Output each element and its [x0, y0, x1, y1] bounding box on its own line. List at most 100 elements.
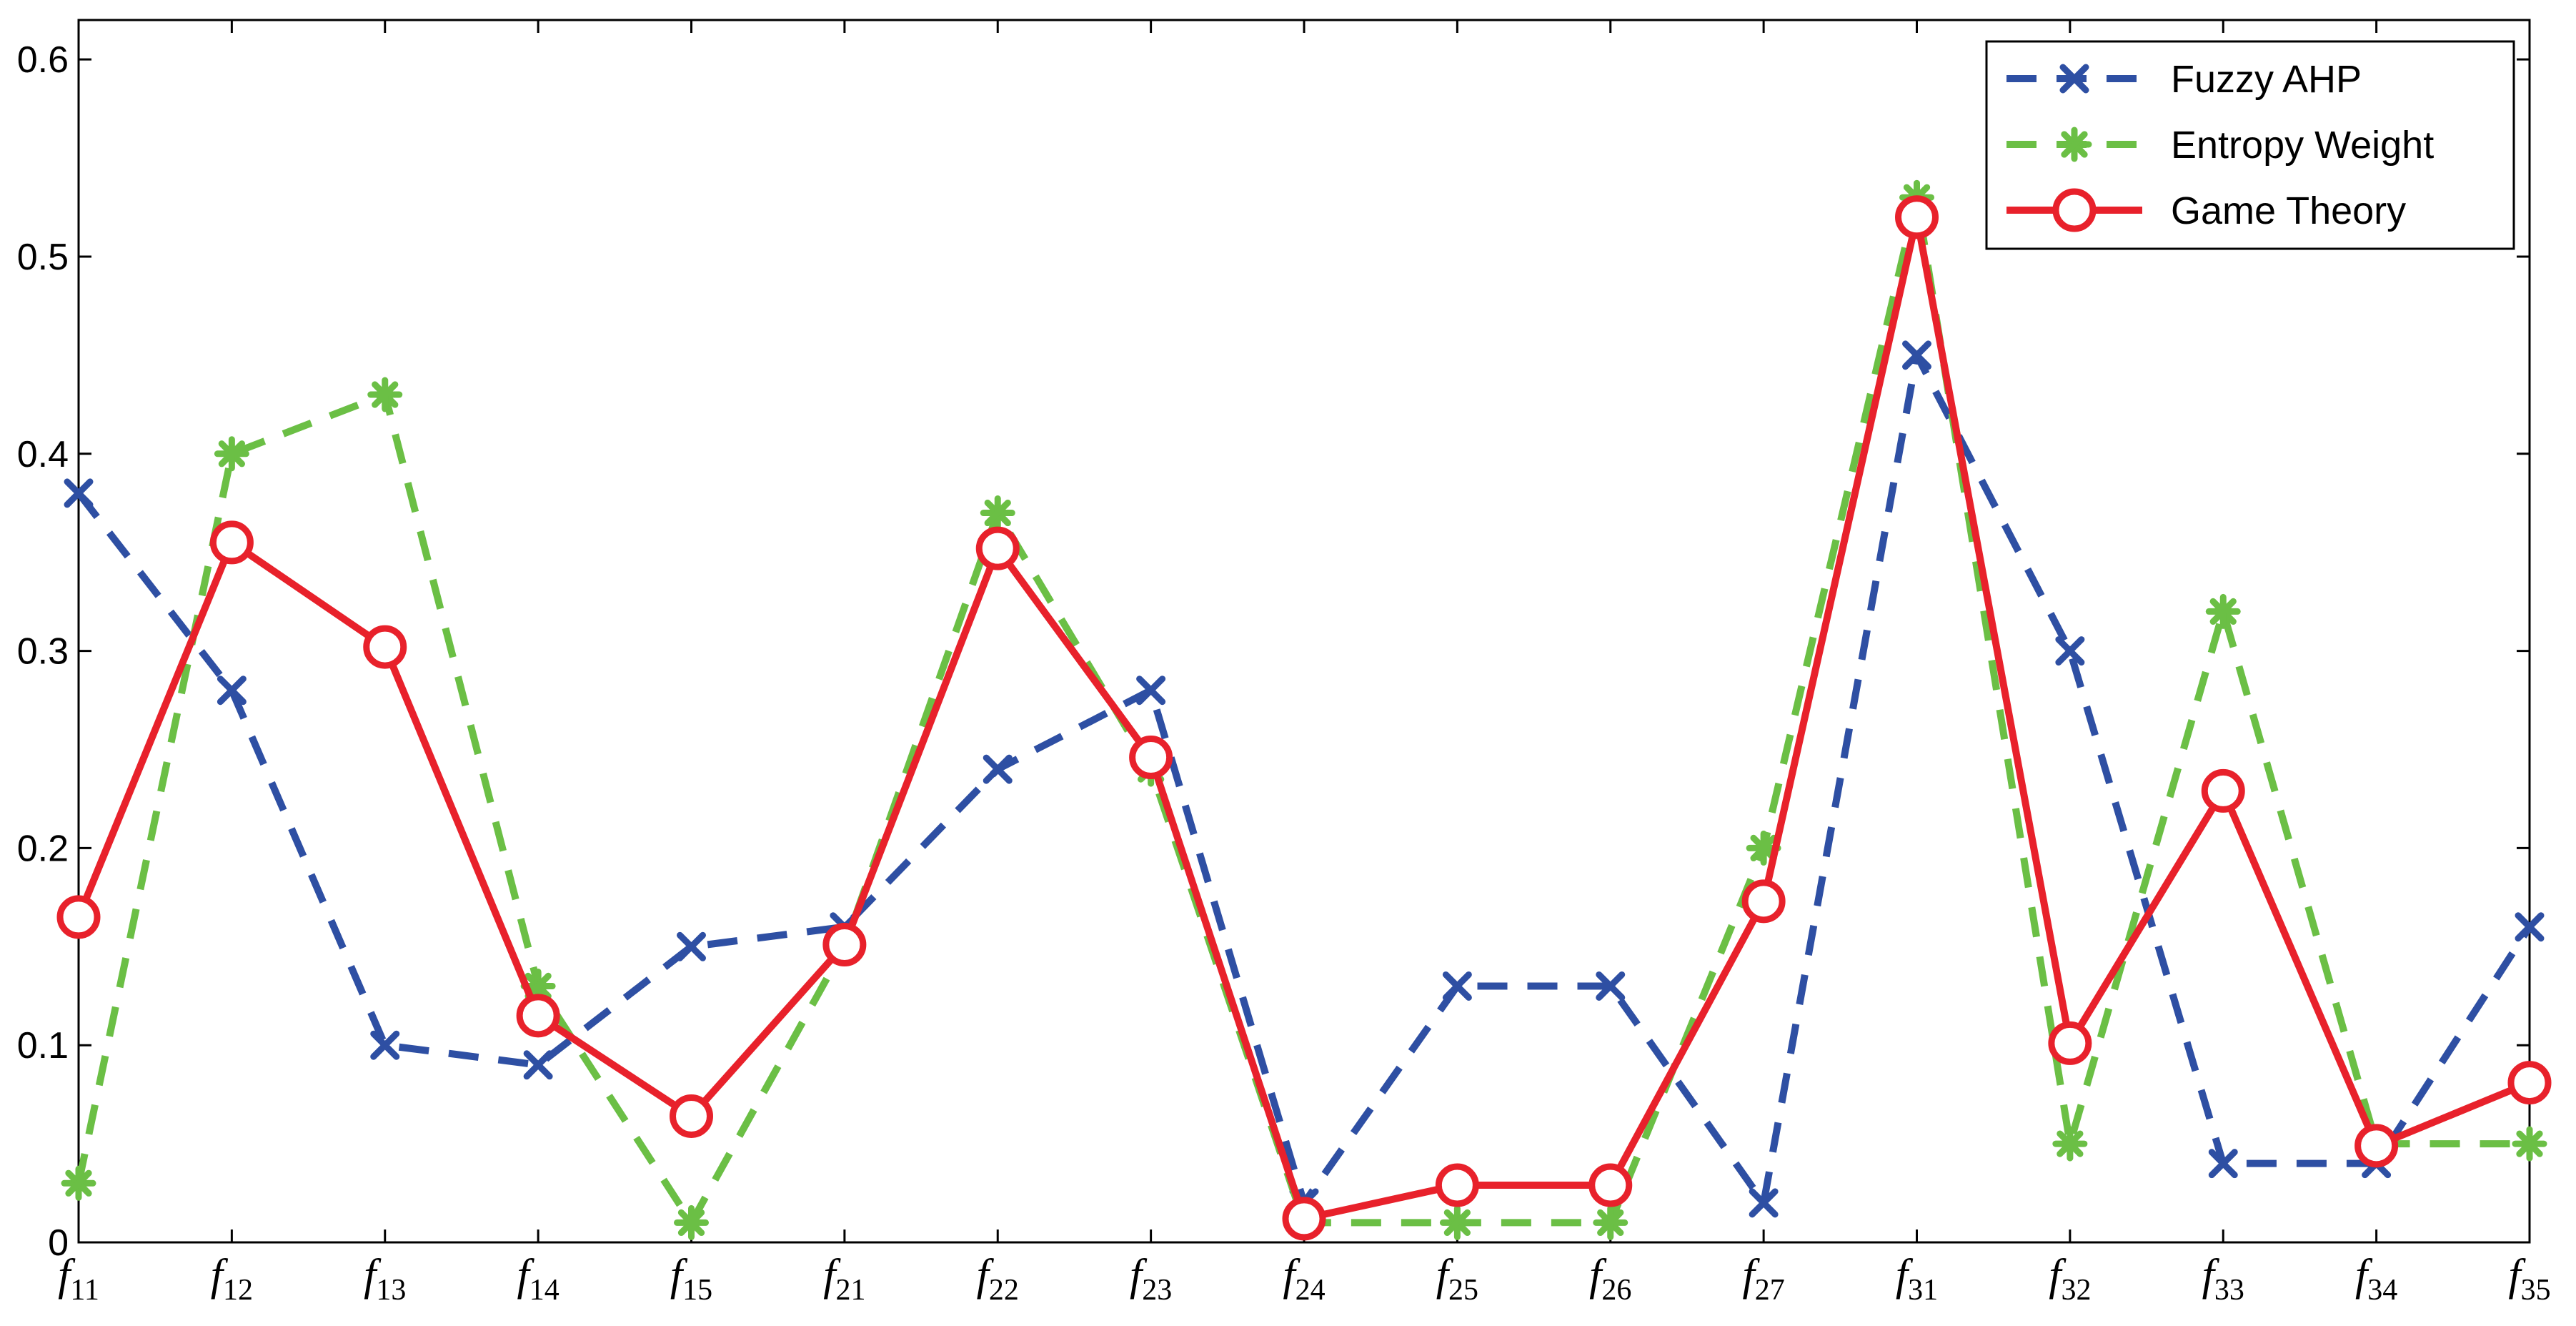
- data-point: [214, 436, 249, 472]
- data-point: [983, 754, 1013, 784]
- legend-marker: [2059, 64, 2089, 94]
- data-point: [217, 676, 247, 706]
- y-axis: 0 0.1 0.2 0.3 0.4 0.5 0.6: [17, 39, 2530, 1264]
- data-point: [56, 895, 101, 939]
- data-point: [1749, 1188, 1779, 1218]
- marker-stroke: [1749, 1188, 1779, 1218]
- data-point: [1596, 971, 1626, 1001]
- data-point: [1902, 340, 1931, 370]
- y-tick-label: 0.6: [17, 39, 69, 81]
- data-point: [2055, 636, 2085, 666]
- data-point: [1741, 879, 1786, 924]
- marker-stroke: [2057, 1130, 2084, 1157]
- data-point: [363, 625, 407, 669]
- marker-stroke: [1750, 834, 1777, 862]
- marker-stroke: [217, 676, 247, 706]
- x-tick-label: f24: [1283, 1251, 1325, 1307]
- data-point: [677, 931, 706, 961]
- y-tick-label: 0.1: [17, 1025, 69, 1067]
- data-point: [2201, 768, 2245, 813]
- data-point: [1282, 1197, 1326, 1241]
- data-point: [367, 377, 403, 412]
- series-game-theory: [56, 195, 2552, 1241]
- marker-stroke: [65, 1169, 92, 1197]
- marker-stroke: [2209, 598, 2237, 625]
- marker-stroke: [2061, 131, 2088, 158]
- marker-stroke: [218, 440, 246, 467]
- x-tick-label: f13: [364, 1251, 406, 1307]
- data-point: [1588, 1163, 1633, 1207]
- marker-stroke: [372, 381, 399, 408]
- data-point: [1593, 1204, 1628, 1240]
- data-point: [2052, 1126, 2088, 1162]
- marker-stroke: [523, 1050, 553, 1080]
- legend-marker: [2057, 127, 2092, 162]
- data-point: [523, 1050, 553, 1080]
- legend-entry: Fuzzy AHP: [2171, 58, 2362, 101]
- x-tick-label: f14: [517, 1251, 560, 1307]
- marker-stroke: [2515, 912, 2545, 942]
- y-tick-label: 0.2: [17, 828, 69, 869]
- y-tick-label: 0.3: [17, 631, 69, 673]
- x-tick-label: f34: [2355, 1251, 2397, 1307]
- x-tick-label: f27: [1743, 1251, 1785, 1307]
- x-tick-label: f25: [1436, 1251, 1478, 1307]
- data-point: [1435, 1163, 1479, 1207]
- series-layer: [56, 179, 2552, 1241]
- marker-stroke: [1902, 340, 1931, 370]
- marker-stroke: [983, 754, 1013, 784]
- data-point: [2512, 1126, 2547, 1162]
- marker-stroke: [677, 1209, 705, 1237]
- data-point: [1895, 195, 1939, 239]
- data-point: [2205, 593, 2241, 629]
- data-point: [64, 478, 94, 508]
- x-tick-label: f21: [823, 1251, 865, 1307]
- data-point: [61, 1165, 96, 1201]
- x-tick-label: f12: [211, 1251, 253, 1307]
- marker-stroke: [64, 478, 94, 508]
- x-tick-label: f11: [58, 1251, 99, 1307]
- data-point: [980, 495, 1015, 531]
- data-point: [822, 923, 867, 967]
- data-point: [209, 520, 254, 565]
- x-tick-label: f23: [1130, 1251, 1172, 1307]
- marker-stroke: [1443, 1209, 1471, 1237]
- data-point: [1136, 676, 1166, 706]
- x-tick-label: f26: [1589, 1251, 1631, 1307]
- data-point: [2354, 1124, 2399, 1168]
- legend-marker: [2052, 188, 2097, 232]
- x-tick-label: f15: [670, 1251, 712, 1307]
- marker-stroke: [1136, 676, 1166, 706]
- x-tick-label: f33: [2202, 1251, 2244, 1307]
- marker-stroke: [2059, 64, 2089, 94]
- marker-stroke: [1597, 1209, 1624, 1237]
- data-point: [1439, 1204, 1475, 1240]
- data-point: [516, 994, 560, 1038]
- x-tick-label: f22: [977, 1251, 1019, 1307]
- y-tick-label: 0: [48, 1222, 69, 1264]
- marker-stroke: [2516, 1130, 2543, 1157]
- x-tick-label: f31: [1896, 1251, 1938, 1307]
- marker-stroke: [2055, 636, 2085, 666]
- data-point: [975, 526, 1020, 570]
- legend: Fuzzy AHP Entropy Weight Game Theory: [1985, 40, 2515, 250]
- marker-stroke: [1596, 971, 1626, 1001]
- y-tick-label: 0.5: [17, 237, 69, 278]
- marker-stroke: [370, 1030, 400, 1060]
- data-point: [2048, 1021, 2092, 1065]
- x-axis: f11 f12 f13 f14 f15 f21 f22 f23 f24 f25 f26 f27 f31 f…: [58, 20, 2551, 1307]
- data-point: [2515, 912, 2545, 942]
- y-tick-label: 0.4: [17, 434, 69, 475]
- data-point: [2208, 1149, 2238, 1179]
- x-tick-label: f32: [2049, 1251, 2091, 1307]
- data-point: [670, 1094, 713, 1138]
- data-point: [370, 1030, 400, 1060]
- data-point: [1129, 736, 1173, 780]
- data-point: [1442, 971, 1472, 1001]
- x-tick-label: f35: [2508, 1251, 2550, 1307]
- data-point: [2507, 1061, 2552, 1105]
- data-point: [674, 1204, 709, 1240]
- legend-entry: Game Theory: [2171, 189, 2406, 232]
- marker-stroke: [2208, 1149, 2238, 1179]
